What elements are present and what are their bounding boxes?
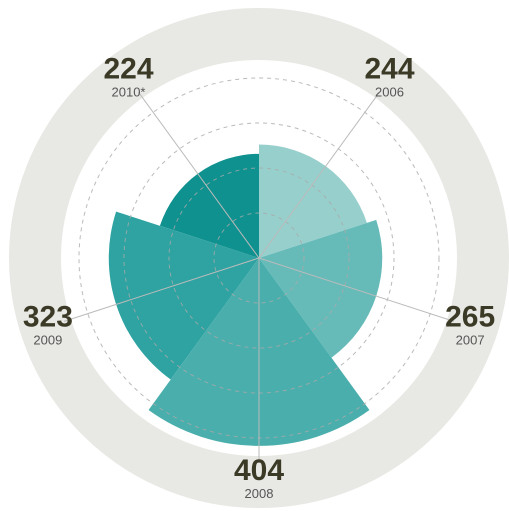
spoke <box>258 91 380 259</box>
category-label: 2007 <box>456 333 485 348</box>
outer-ring <box>9 8 509 508</box>
sector <box>259 219 383 358</box>
value-label: 404 <box>234 454 284 487</box>
spoke <box>258 257 455 322</box>
value-label: 224 <box>103 52 153 85</box>
value-label: 265 <box>445 301 495 334</box>
value-label: 244 <box>364 52 414 85</box>
sector <box>108 211 259 380</box>
sector <box>259 144 367 258</box>
sector <box>159 153 259 258</box>
value-label: 323 <box>23 301 73 334</box>
ring-guide <box>213 212 305 304</box>
category-label: 2010* <box>112 84 146 99</box>
spoke <box>138 91 260 259</box>
ring-guide <box>168 167 350 349</box>
spoke <box>63 257 260 322</box>
category-label: 2006 <box>375 84 404 99</box>
category-label: 2008 <box>245 486 274 501</box>
category-label: 2009 <box>33 333 62 348</box>
